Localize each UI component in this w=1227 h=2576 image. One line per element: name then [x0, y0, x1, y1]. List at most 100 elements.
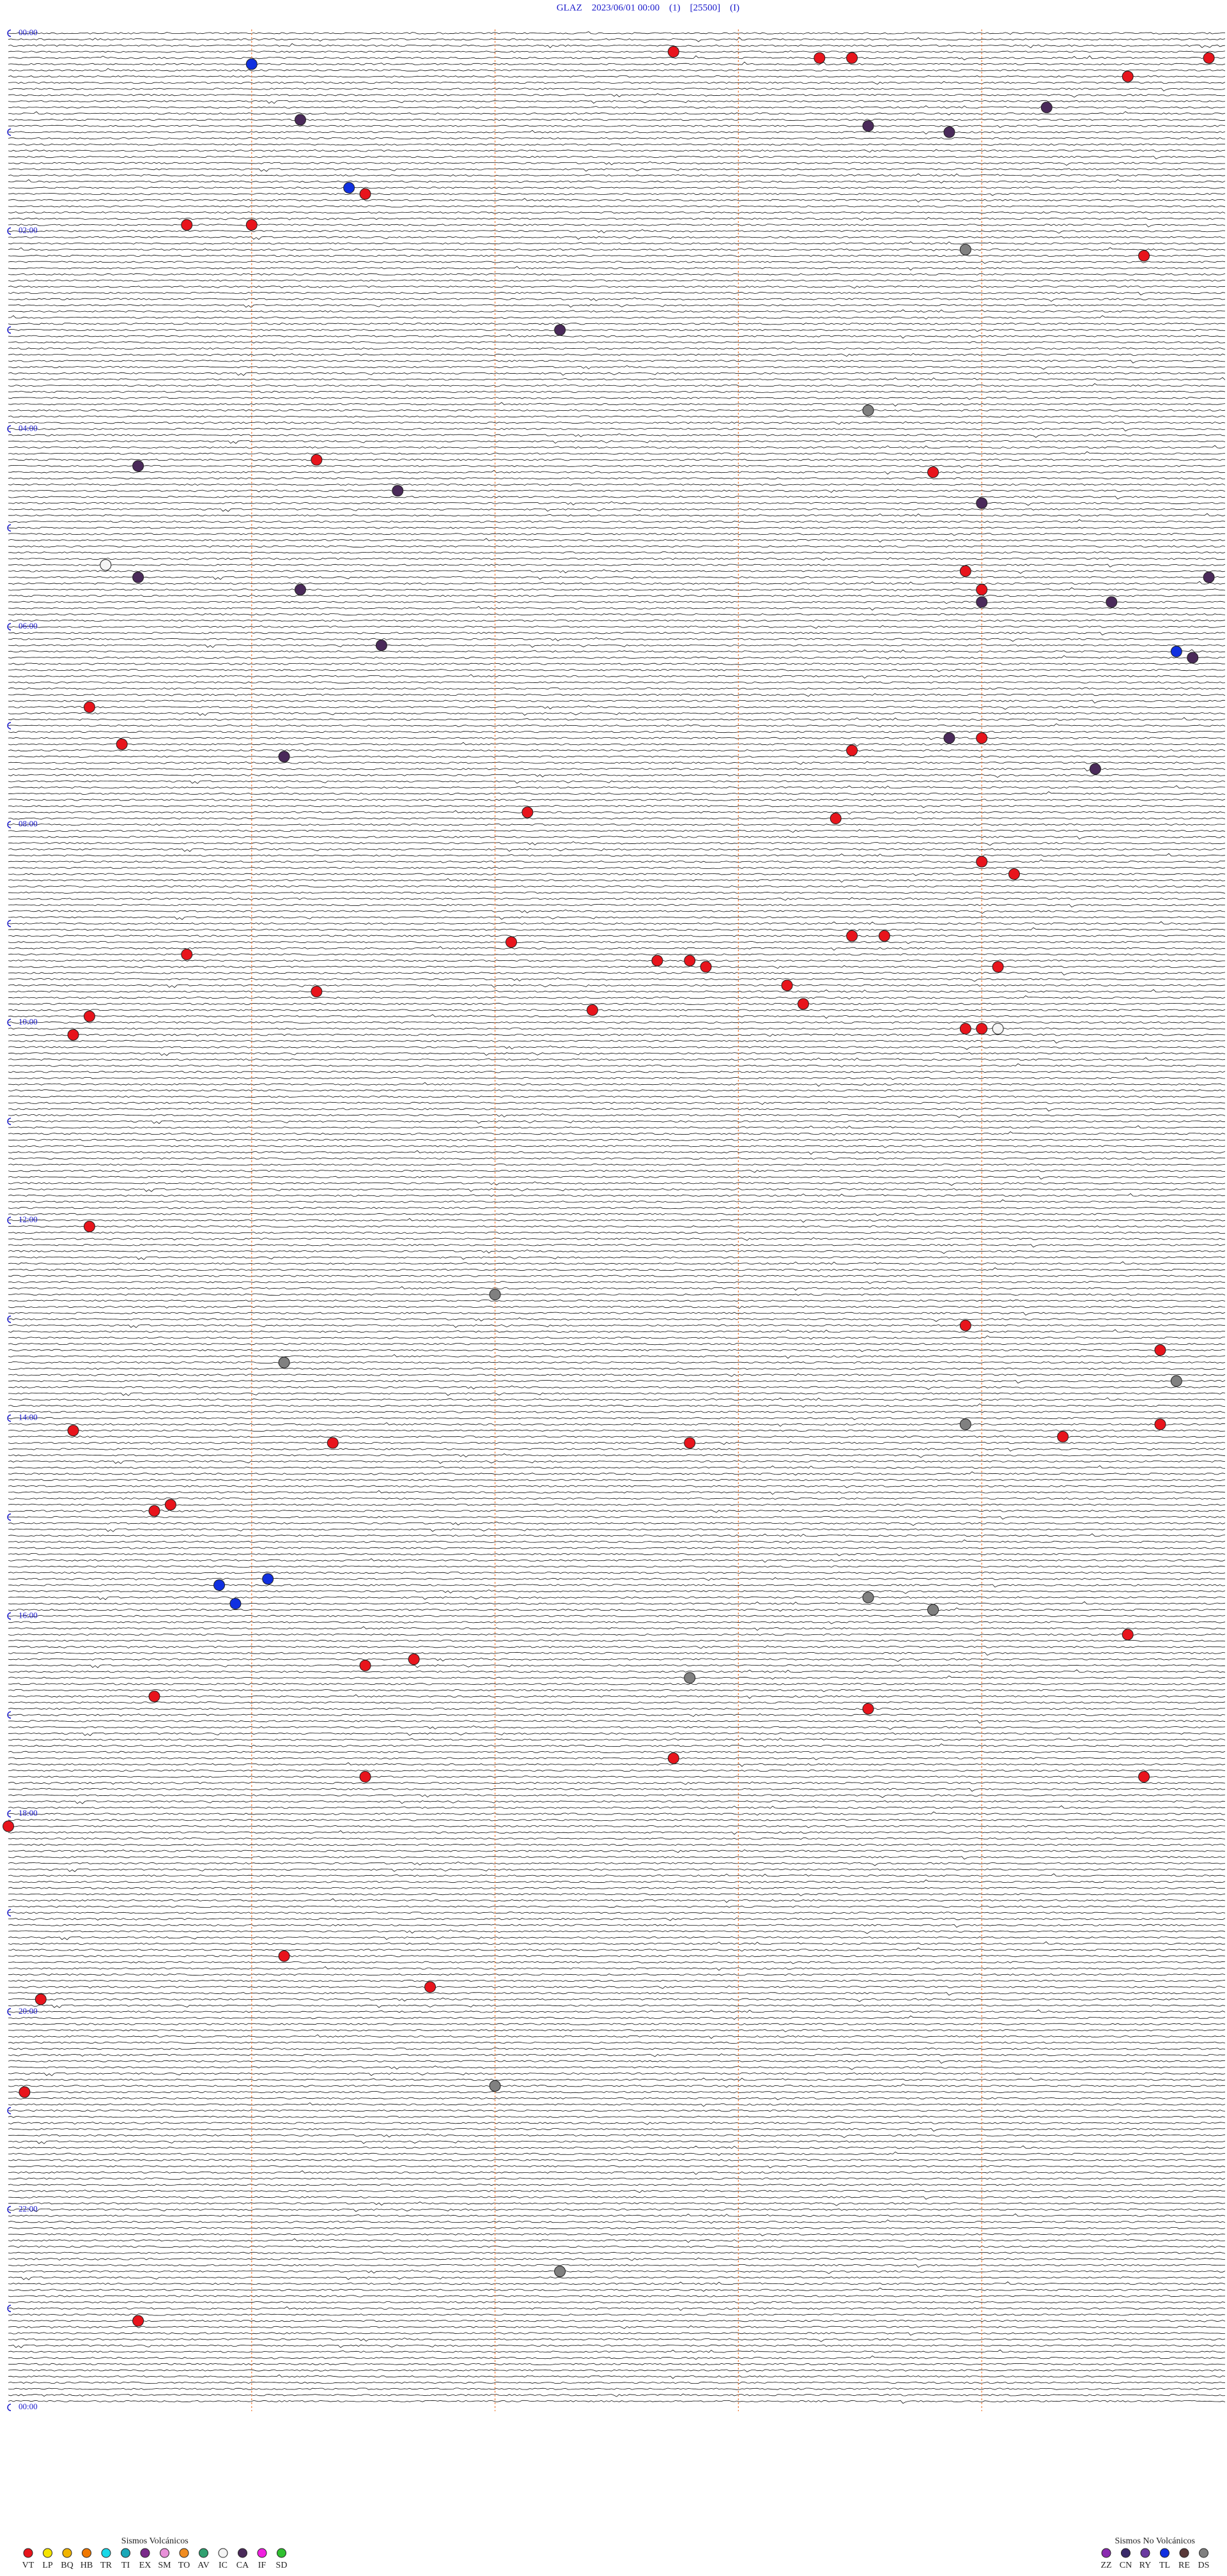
- hour-marker: [7, 227, 12, 235]
- trace: [8, 1584, 1226, 1588]
- trace: [8, 125, 1226, 128]
- event-marker: [976, 583, 988, 595]
- trace: [8, 483, 1226, 486]
- event-marker: [878, 930, 890, 942]
- trace: [8, 1312, 1226, 1316]
- event-marker: [1203, 52, 1215, 64]
- trace: [8, 1769, 1226, 1772]
- trace: [8, 1515, 1226, 1520]
- trace: [8, 1843, 1226, 1846]
- trace: [8, 878, 1226, 883]
- hour-label: 10:00: [19, 1016, 38, 1026]
- trace: [8, 953, 1225, 956]
- trace: [8, 805, 1226, 808]
- trace: [8, 595, 1225, 597]
- trace: [8, 965, 1226, 969]
- trace: [8, 353, 1226, 357]
- trace: [8, 841, 1226, 846]
- trace: [8, 501, 1226, 506]
- event-marker: [1057, 1430, 1069, 1443]
- trace: [8, 1199, 1226, 1204]
- event-marker: [148, 1690, 160, 1703]
- trace: [8, 402, 1226, 407]
- trace: [8, 1108, 1226, 1112]
- trace: [8, 1868, 1226, 1873]
- trace: [8, 2048, 1226, 2050]
- trace: [8, 1509, 1226, 1513]
- trace: [8, 2184, 1226, 2186]
- trace: [8, 1941, 1226, 1945]
- trace: [8, 297, 1226, 302]
- trace: [8, 1805, 1226, 1809]
- trace: [8, 1441, 1226, 1445]
- hour-marker: [7, 1612, 12, 1620]
- trace: [8, 61, 1226, 66]
- trace: [8, 1436, 1226, 1438]
- trace: [8, 2066, 1226, 2070]
- event-marker: [1170, 1375, 1182, 1387]
- trace: [8, 1669, 1226, 1673]
- trace: [8, 1392, 1226, 1397]
- trace: [8, 43, 1226, 49]
- trace: [8, 935, 1226, 937]
- trace: [8, 205, 1226, 208]
- trace: [8, 1793, 1226, 1798]
- trace: [8, 1101, 1226, 1105]
- trace: [8, 669, 1226, 672]
- trace: [8, 1830, 1226, 1835]
- event-marker: [1170, 645, 1182, 657]
- event-marker: [116, 738, 128, 750]
- event-marker: [181, 219, 193, 231]
- trace: [8, 445, 1226, 449]
- trace: [8, 1565, 1226, 1568]
- legend-swatch: [1121, 2548, 1131, 2558]
- trace: [8, 799, 1226, 801]
- event-marker: [19, 2086, 31, 2098]
- trace: [8, 2393, 1226, 2397]
- trace: [8, 1683, 1226, 1685]
- trace: [8, 1924, 1226, 1928]
- hour-marker: [7, 1216, 12, 1224]
- event-marker: [846, 744, 858, 756]
- trace: [8, 2344, 1226, 2349]
- event-marker: [132, 571, 144, 583]
- traces: [8, 31, 1226, 2404]
- legend-swatch: [62, 2548, 72, 2558]
- event-marker: [1040, 102, 1053, 114]
- trace: [8, 606, 1226, 611]
- event-marker: [132, 2315, 144, 2327]
- trace: [8, 279, 1226, 282]
- trace: [8, 2363, 1225, 2366]
- trace: [8, 681, 1226, 684]
- trace: [8, 377, 1226, 381]
- trace: [8, 2337, 1226, 2342]
- trace: [8, 989, 1226, 993]
- event-marker: [181, 948, 193, 960]
- trace: [8, 1286, 1226, 1291]
- trace: [8, 304, 1226, 308]
- trace: [8, 1694, 1226, 1699]
- event-marker: [554, 2266, 566, 2278]
- event-marker: [213, 1579, 226, 1591]
- trace: [8, 569, 1226, 574]
- trace: [8, 1961, 1226, 1965]
- trace: [8, 1521, 1226, 1526]
- trace: [8, 309, 1226, 313]
- trace: [8, 37, 1226, 42]
- event-marker: [1089, 763, 1101, 775]
- trace: [8, 1169, 1226, 1173]
- legend-label: CA: [236, 2561, 249, 2570]
- trace: [8, 1082, 1226, 1087]
- hour-marker: [7, 2008, 12, 2016]
- trace: [8, 927, 1226, 931]
- trace: [8, 916, 1226, 920]
- trace: [8, 1861, 1226, 1866]
- trace: [8, 1626, 1225, 1631]
- legend-swatch: [277, 2548, 286, 2558]
- legend-label: CN: [1120, 2561, 1132, 2570]
- trace: [8, 1633, 1226, 1636]
- trace: [8, 873, 1226, 876]
- hour-marker: [7, 820, 12, 829]
- trace: [8, 2072, 1226, 2076]
